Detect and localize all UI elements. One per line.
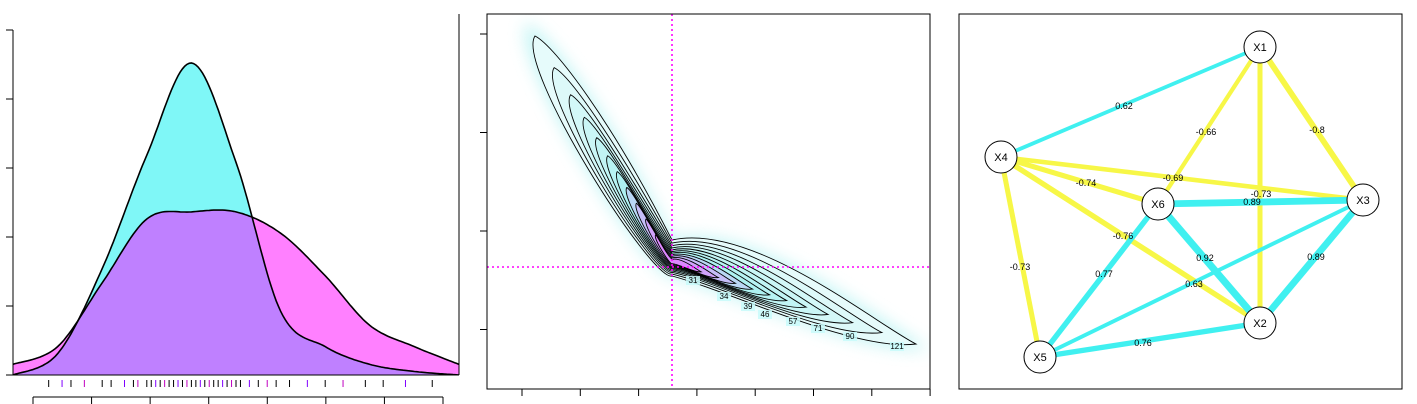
contour-lines xyxy=(532,35,918,346)
network-edge-label: 0.89 xyxy=(1307,252,1325,262)
network-node-x5: X5 xyxy=(1023,340,1057,374)
network-node-label: X4 xyxy=(994,152,1007,164)
network-edge-x1-x3 xyxy=(1257,45,1366,202)
contour-level-fill xyxy=(655,234,702,272)
contour-level-line xyxy=(552,67,884,334)
contour-label-bg xyxy=(843,332,857,341)
contour-label-bg xyxy=(686,276,700,285)
network-node-circle xyxy=(1023,340,1057,374)
contour-label: 39 xyxy=(744,302,753,311)
contour-level-line xyxy=(582,116,830,316)
network-node-label: X2 xyxy=(1253,318,1266,330)
density-rug xyxy=(48,380,433,387)
network-edge-label: 0.62 xyxy=(1115,101,1133,111)
network-panel: 0.62-0.66 -0.8-0.73-0.69-0.74-0.76-0.730.… xyxy=(958,13,1403,390)
contour-label: 121 xyxy=(890,342,904,351)
network-edge-label: 0.63 xyxy=(1185,279,1203,289)
contour-label-bg xyxy=(890,342,904,351)
network-edge-label: -0.76 xyxy=(1113,231,1134,241)
network-node-circle xyxy=(1243,30,1277,64)
density-y-axis xyxy=(6,29,14,376)
contour-label: 90 xyxy=(846,332,855,341)
contour-level-line xyxy=(595,137,808,308)
network-edge-x3-x5 xyxy=(1039,198,1364,359)
contour-label: 31 xyxy=(689,276,698,285)
contour-y-axis xyxy=(480,33,487,330)
network-edges xyxy=(998,45,1366,360)
network-node-circle xyxy=(984,140,1018,174)
network-frame xyxy=(958,13,1403,390)
density-series-2-line xyxy=(13,209,459,366)
contour-label: 71 xyxy=(814,324,823,333)
network-node-label: X3 xyxy=(1356,195,1369,207)
network-edge-label: 0.76 xyxy=(1134,338,1152,348)
contour-frame xyxy=(486,13,931,390)
network-edge-x3-x2 xyxy=(1257,197,1366,326)
network-edge-x2-x5 xyxy=(1039,320,1261,360)
contour-label: 34 xyxy=(720,292,729,301)
density-series-1-line xyxy=(13,62,459,375)
contour-level-line xyxy=(655,234,703,273)
network-node-label: X6 xyxy=(1151,199,1164,211)
contour-level-line xyxy=(635,202,737,284)
network-node-x4: X4 xyxy=(984,140,1018,174)
contour-panel: 31 34 39 46 57 71 90 121 xyxy=(480,13,931,396)
network-edge-label: -0.66 xyxy=(1196,127,1217,137)
network-edge-label: -0.69 xyxy=(1163,173,1184,183)
network-edge-x6-x2 xyxy=(1155,201,1263,326)
contour-label: 46 xyxy=(761,310,770,319)
density-overlap-area xyxy=(13,210,459,375)
network-node-x1: X1 xyxy=(1243,30,1277,64)
network-node-label: X1 xyxy=(1253,42,1266,54)
network-edge-x6-x5 xyxy=(1037,202,1161,359)
contour-level-line xyxy=(532,35,918,346)
network-edge-label: -0.73 xyxy=(1010,262,1031,272)
network-node-circle xyxy=(1243,306,1277,340)
network-edge-x4-x3 xyxy=(1000,154,1364,203)
network-node-x3: X3 xyxy=(1346,183,1380,217)
network-edge-label: 0.89 xyxy=(1243,197,1261,207)
network-edge-label: 0.92 xyxy=(1196,253,1214,263)
contour-x-axis xyxy=(521,389,931,396)
network-node-circle xyxy=(1141,187,1175,221)
network-edge-x1-x4 xyxy=(1000,45,1261,159)
contour-level-line xyxy=(606,155,789,302)
contour-label-bg xyxy=(811,324,825,333)
contour-level-line xyxy=(568,94,855,324)
contour-level-line xyxy=(625,186,755,290)
network-edge-x4-x5 xyxy=(998,156,1043,358)
density-panel xyxy=(6,14,460,404)
density-x-axis xyxy=(32,396,444,404)
contour-label: 57 xyxy=(789,317,798,326)
network-edge-label: -0.73 xyxy=(1251,189,1272,199)
contour-label-bg xyxy=(717,292,731,301)
network-edge-x4-x6 xyxy=(1000,154,1159,207)
contour-level-line xyxy=(616,171,772,296)
network-edge-label: -0.8 xyxy=(1309,125,1325,135)
contour-labels: 31 34 39 46 57 71 90 121 xyxy=(686,276,904,351)
network-edge-x6-x3 xyxy=(1157,196,1364,208)
network-edge-label: -0.74 xyxy=(1076,178,1097,188)
network-node-label: X5 xyxy=(1033,352,1046,364)
contour-label-bg xyxy=(741,302,755,311)
contour-label-bg xyxy=(758,310,772,319)
network-edge-labels: 0.62-0.66 -0.8-0.73-0.69-0.74-0.76-0.730.… xyxy=(1010,101,1325,348)
network-node-x6: X6 xyxy=(1141,187,1175,221)
network-node-circle xyxy=(1346,183,1380,217)
network-nodes: X1 X2 X3 X4 X5 X6 xyxy=(984,30,1380,374)
contour-label-bg xyxy=(786,317,800,326)
network-edge-label: 0.77 xyxy=(1095,269,1113,279)
network-node-x2: X2 xyxy=(1243,306,1277,340)
